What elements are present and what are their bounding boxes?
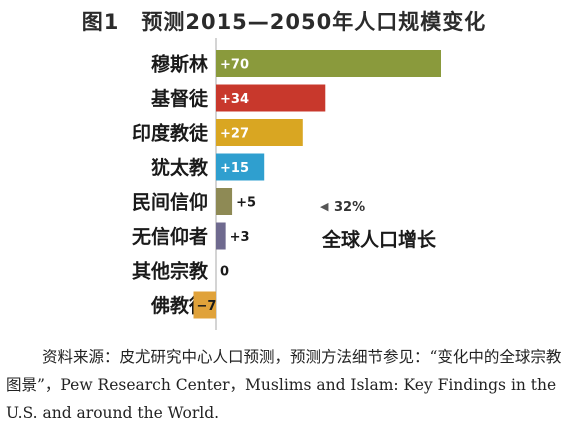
- annotation-marker-icon: ◀: [320, 200, 329, 213]
- bar-chart: 穆斯林 +70 基督徒 +34 印度教徒 +27 犹太教 +15 民间信仰 +5 无信仰者 +3 其他宗…: [132, 38, 441, 330]
- category-label: 无信仰者: [132, 225, 208, 248]
- bar: [216, 50, 441, 77]
- data-label: 0: [220, 265, 229, 280]
- data-label: −7: [197, 299, 217, 314]
- bar: [216, 119, 303, 146]
- data-label: +15: [220, 161, 249, 176]
- data-label: +5: [236, 196, 256, 211]
- bar: [216, 222, 226, 250]
- chart-title: 图1 预测2015—2050年人口规模变化: [81, 10, 487, 34]
- category-label: 穆斯林: [151, 53, 208, 76]
- annotation-label: 全球人口增长: [321, 228, 437, 251]
- bar: [193, 291, 216, 319]
- category-label: 民间信仰: [132, 191, 208, 214]
- bar: [216, 84, 326, 112]
- source-note: 资料来源：皮尤研究中心人口预测，预测方法细节参见：“变化中的全球宗教图景”，Pe…: [6, 348, 562, 422]
- category-label: 其他宗教: [132, 260, 209, 283]
- category-label: 犹太教: [151, 156, 209, 179]
- data-label: +3: [230, 230, 250, 245]
- data-label: +34: [220, 92, 249, 107]
- data-label: +27: [220, 127, 249, 142]
- bar: [216, 188, 233, 215]
- category-label: 基督徒: [150, 87, 209, 110]
- bar: [216, 153, 265, 181]
- category-label: 印度教徒: [132, 122, 209, 145]
- data-label: +70: [220, 58, 249, 73]
- annotation-value: 32%: [334, 200, 365, 215]
